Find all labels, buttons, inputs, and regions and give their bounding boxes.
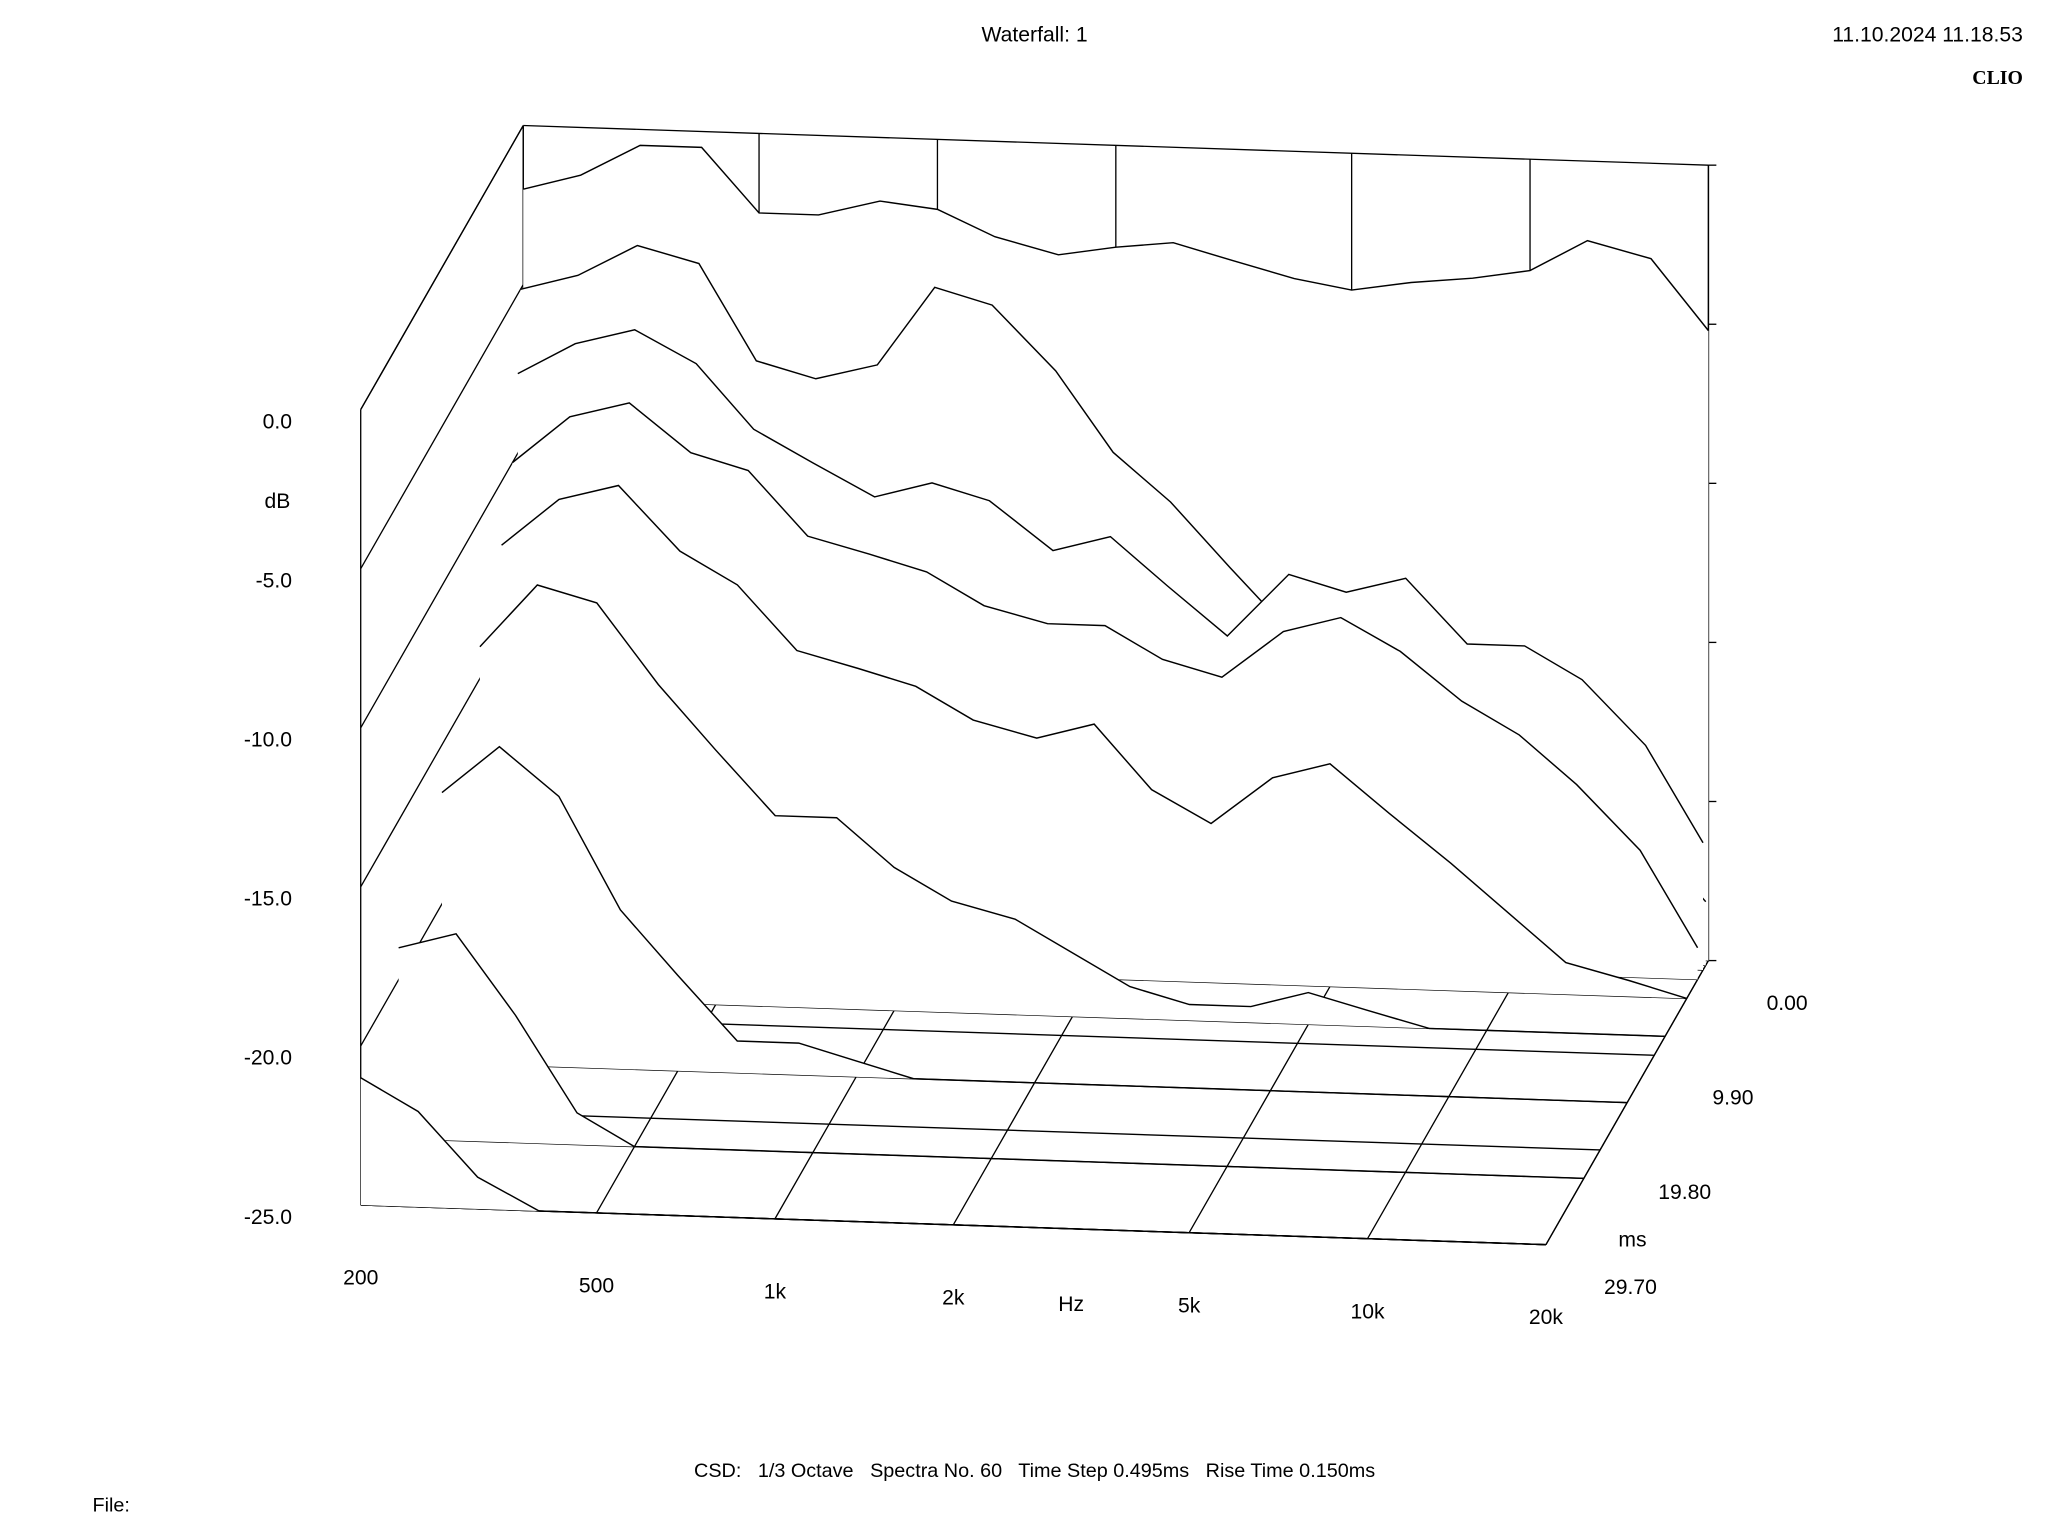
- slices: [360, 144, 1709, 1246]
- y-tick-label: -15.0: [244, 888, 292, 911]
- y-tick-label: -20.0: [244, 1047, 292, 1070]
- spectrum-line: [501, 484, 1687, 1000]
- z-grid-line: [414, 1109, 1601, 1151]
- spectrum-line: [360, 1077, 1546, 1246]
- y-axis-label: dB: [265, 490, 291, 513]
- spectrum-line: [523, 144, 1709, 332]
- x-axis-label: Hz: [1058, 1293, 1084, 1316]
- z-tick-label: 9.90: [1712, 1086, 1753, 1109]
- spectrum-line: [398, 933, 1584, 1180]
- spectrum-line: [511, 402, 1699, 949]
- x-tick-label: 2k: [942, 1286, 965, 1309]
- spectrum-line: [441, 745, 1628, 1104]
- y-grid-line: [360, 443, 524, 729]
- y-tick-label: -10.0: [244, 729, 292, 752]
- x-tick-label: 10k: [1350, 1300, 1384, 1323]
- x-tick-label: 200: [343, 1267, 378, 1290]
- chart-title: Waterfall: 1: [982, 23, 1088, 46]
- spectrum-line: [479, 584, 1666, 1038]
- y-tick-label: 0.0: [263, 410, 292, 433]
- timestamp: 11.10.2024 11.18.53: [1832, 23, 2023, 46]
- y-tick-label: -25.0: [244, 1206, 292, 1229]
- labels: 0.0 -5.0 -10.0 -15.0 -20.0 -25.0 dB 200 500 1k 2k 5…: [244, 410, 1808, 1329]
- z-axis-label: ms: [1618, 1228, 1646, 1251]
- y-tick-label: -5.0: [256, 569, 292, 592]
- x-tick-label: 5k: [1178, 1294, 1201, 1317]
- x-tick-label: 1k: [764, 1280, 787, 1303]
- y-grid-line: [360, 125, 524, 410]
- x-grid-line: [1545, 960, 1710, 1245]
- x-tick-label: 500: [579, 1274, 614, 1297]
- brand: CLIO: [1972, 67, 2023, 89]
- footer: CSD: 1/3 Octave Spectra No. 60 Time Step…: [694, 1460, 1375, 1482]
- slice-fill: [479, 584, 1666, 1037]
- z-tick-label: 19.80: [1658, 1181, 1711, 1204]
- spectrum-line: [517, 329, 1704, 844]
- z-tick-label: 0.00: [1767, 992, 1808, 1015]
- file-label: File:: [92, 1495, 129, 1517]
- x-tick-label: 20k: [1529, 1306, 1563, 1329]
- z-tick-label: 29.70: [1604, 1276, 1657, 1299]
- y-grid-line: [360, 284, 524, 570]
